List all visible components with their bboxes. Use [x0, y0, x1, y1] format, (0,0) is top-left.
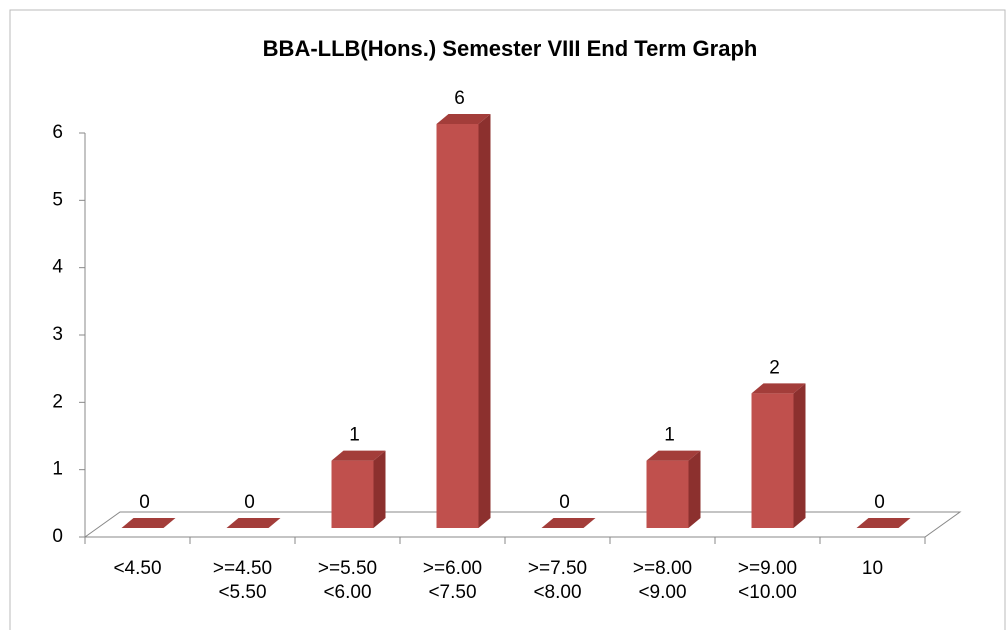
bar [751, 383, 806, 528]
bar [541, 518, 596, 528]
bar [331, 450, 386, 528]
x-tick-label: >=9.00 <10.00 [737, 558, 798, 603]
value-label: 0 [244, 492, 255, 513]
frame [9, 9, 1006, 630]
y-tick-label: 5 [52, 189, 63, 210]
bar-top [856, 518, 911, 528]
y-tick-label: 3 [52, 324, 63, 345]
bar-top [226, 518, 281, 528]
bar [436, 114, 491, 528]
value-label: 0 [559, 492, 570, 513]
x-tick-label: >=8.00 <9.00 [632, 558, 693, 603]
value-label: 0 [874, 492, 885, 513]
y-tick-label: 6 [52, 122, 63, 143]
bar-top [751, 383, 806, 394]
bar-top [436, 114, 491, 124]
y-tick-label: 2 [52, 391, 63, 412]
y-tick-label: 1 [52, 459, 63, 480]
x-tick-label: <4.50 [113, 558, 162, 579]
bar [646, 450, 701, 528]
bar-side [688, 450, 701, 528]
bar [121, 518, 176, 528]
x-tick-label: 10 [861, 558, 884, 579]
bar-front [751, 393, 794, 528]
value-label: 1 [349, 425, 360, 446]
value-label: 6 [454, 88, 465, 109]
x-tick-label: >=7.50 <8.00 [527, 558, 588, 603]
value-label: 1 [664, 425, 675, 446]
x-tick-label: >=4.50 <5.50 [212, 558, 273, 603]
bar-front [646, 460, 689, 528]
bar-side [793, 383, 806, 528]
bar-side [373, 450, 386, 528]
value-label: 0 [139, 492, 150, 513]
bar-top [541, 518, 596, 528]
x-tick-label: >=6.00 <7.50 [422, 558, 483, 603]
x-tick-label: >=5.50 <6.00 [317, 558, 378, 603]
chart-title: BBA-LLB(Hons.) Semester VIII End Term Gr… [263, 36, 758, 61]
bar-top [331, 450, 386, 461]
bar-front [436, 124, 479, 528]
floor [83, 511, 962, 538]
y-tick-label: 0 [52, 526, 63, 547]
value-label: 2 [769, 357, 780, 378]
bar-top [121, 518, 176, 528]
bar-side [478, 114, 491, 528]
bar-front [331, 460, 374, 528]
bar-top [646, 450, 701, 461]
y-tick-label: 4 [52, 257, 63, 278]
bar [226, 518, 281, 528]
bar [856, 518, 911, 528]
